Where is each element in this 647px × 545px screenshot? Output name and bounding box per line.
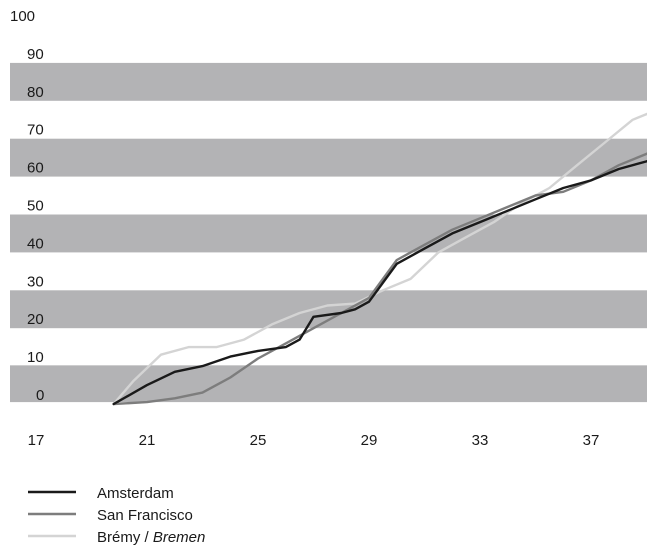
y-tick-label: 50 — [27, 198, 44, 215]
x-tick-label: 25 — [250, 432, 267, 449]
grid-band — [10, 365, 647, 403]
grid-band — [10, 290, 647, 329]
x-tick-label: 33 — [472, 432, 489, 449]
grid-band — [10, 214, 647, 253]
y-tick-label: 30 — [27, 273, 44, 290]
y-tick-label: 0 — [36, 387, 44, 404]
grid-band — [10, 138, 647, 177]
legend: Amsterdam San Francisco Brémy / Bremen — [28, 485, 205, 545]
y-tick-label: 60 — [27, 160, 44, 177]
y-axis-ticks: 0 10 20 30 40 50 60 70 80 90 100 — [10, 8, 44, 404]
legend-label-san-francisco: San Francisco — [97, 507, 193, 524]
x-tick-label: 29 — [361, 432, 378, 449]
legend-label-bremen: Brémy / Bremen — [97, 529, 205, 545]
y-tick-label: 70 — [27, 122, 44, 139]
y-tick-label: 40 — [27, 235, 44, 252]
y-tick-label: 100 — [10, 8, 35, 25]
legend-label-bremen-italic: Bremen — [153, 529, 206, 545]
y-tick-label: 90 — [27, 46, 44, 63]
x-tick-label: 17 — [28, 432, 45, 449]
x-tick-label: 37 — [583, 432, 600, 449]
x-tick-label: 21 — [139, 432, 156, 449]
legend-item-san-francisco: San Francisco — [28, 507, 193, 524]
legend-item-amsterdam: Amsterdam — [28, 485, 174, 502]
x-axis-ticks: 1721252933374145495357616569 — [28, 432, 600, 449]
legend-label-amsterdam: Amsterdam — [97, 485, 174, 502]
series-line-br-my-bremen — [112, 112, 647, 406]
y-tick-label: 10 — [27, 349, 44, 366]
legend-label-bremen-main: Brémy / — [97, 529, 153, 545]
y-tick-label: 80 — [27, 84, 44, 101]
grid-bands — [10, 62, 647, 403]
legend-item-bremen: Brémy / Bremen — [28, 529, 205, 545]
y-tick-label: 20 — [27, 311, 44, 328]
grid-band — [10, 62, 647, 101]
